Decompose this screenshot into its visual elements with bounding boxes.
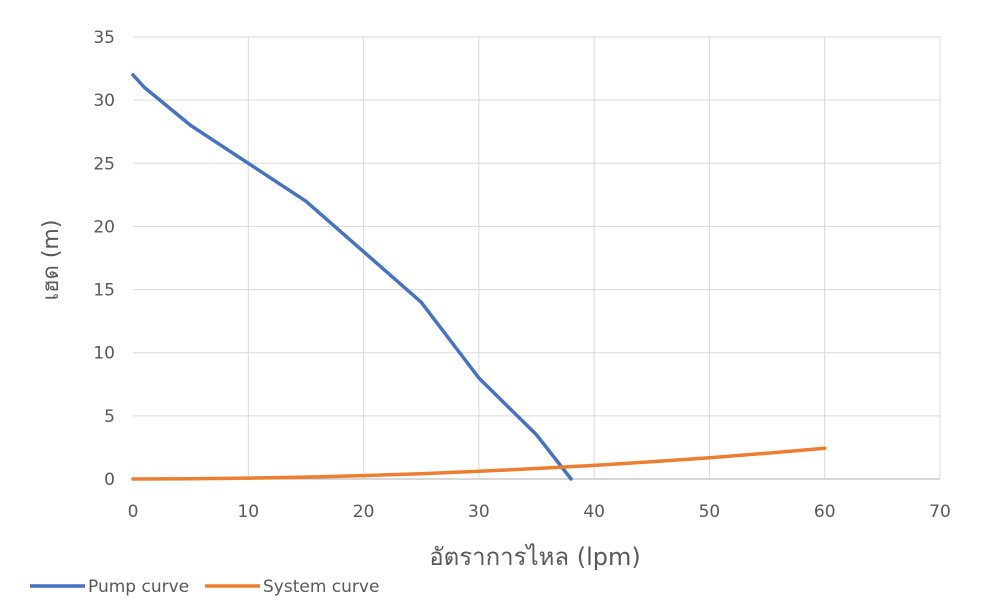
series-line-system-curve xyxy=(131,446,827,481)
y-tick-label: 30 xyxy=(93,91,115,111)
y-tick-label: 0 xyxy=(104,470,115,490)
gridlines xyxy=(133,36,941,479)
y-axis-title: เฮด (m) xyxy=(39,220,64,301)
legend: Pump curve System curve xyxy=(30,577,379,597)
x-tick-label: 70 xyxy=(929,502,951,522)
x-tick-label: 40 xyxy=(583,502,605,522)
x-tick-label: 20 xyxy=(353,502,375,522)
y-tick-label: 25 xyxy=(93,154,115,174)
series-line-pump-curve xyxy=(131,73,573,481)
legend-label-pump-curve: Pump curve xyxy=(88,577,189,597)
x-axis-title: อัตราการไหล (lpm) xyxy=(429,543,641,571)
y-tick-label: 15 xyxy=(93,281,115,301)
x-tick-label: 0 xyxy=(128,502,139,522)
y-tick-label: 5 xyxy=(104,407,115,427)
x-tick-label: 30 xyxy=(468,502,490,522)
series-lines xyxy=(131,73,827,481)
y-tick-label: 10 xyxy=(93,344,115,364)
x-tick-label: 10 xyxy=(237,502,259,522)
y-tick-label: 35 xyxy=(93,28,115,48)
legend-label-system-curve: System curve xyxy=(263,577,379,597)
x-tick-label: 50 xyxy=(699,502,721,522)
tick-labels: 0 5 10 15 20 25 30 35 0 10 20 30 40 50 60 70 xyxy=(93,28,950,522)
y-tick-label: 20 xyxy=(93,217,115,237)
x-tick-label: 60 xyxy=(814,502,836,522)
